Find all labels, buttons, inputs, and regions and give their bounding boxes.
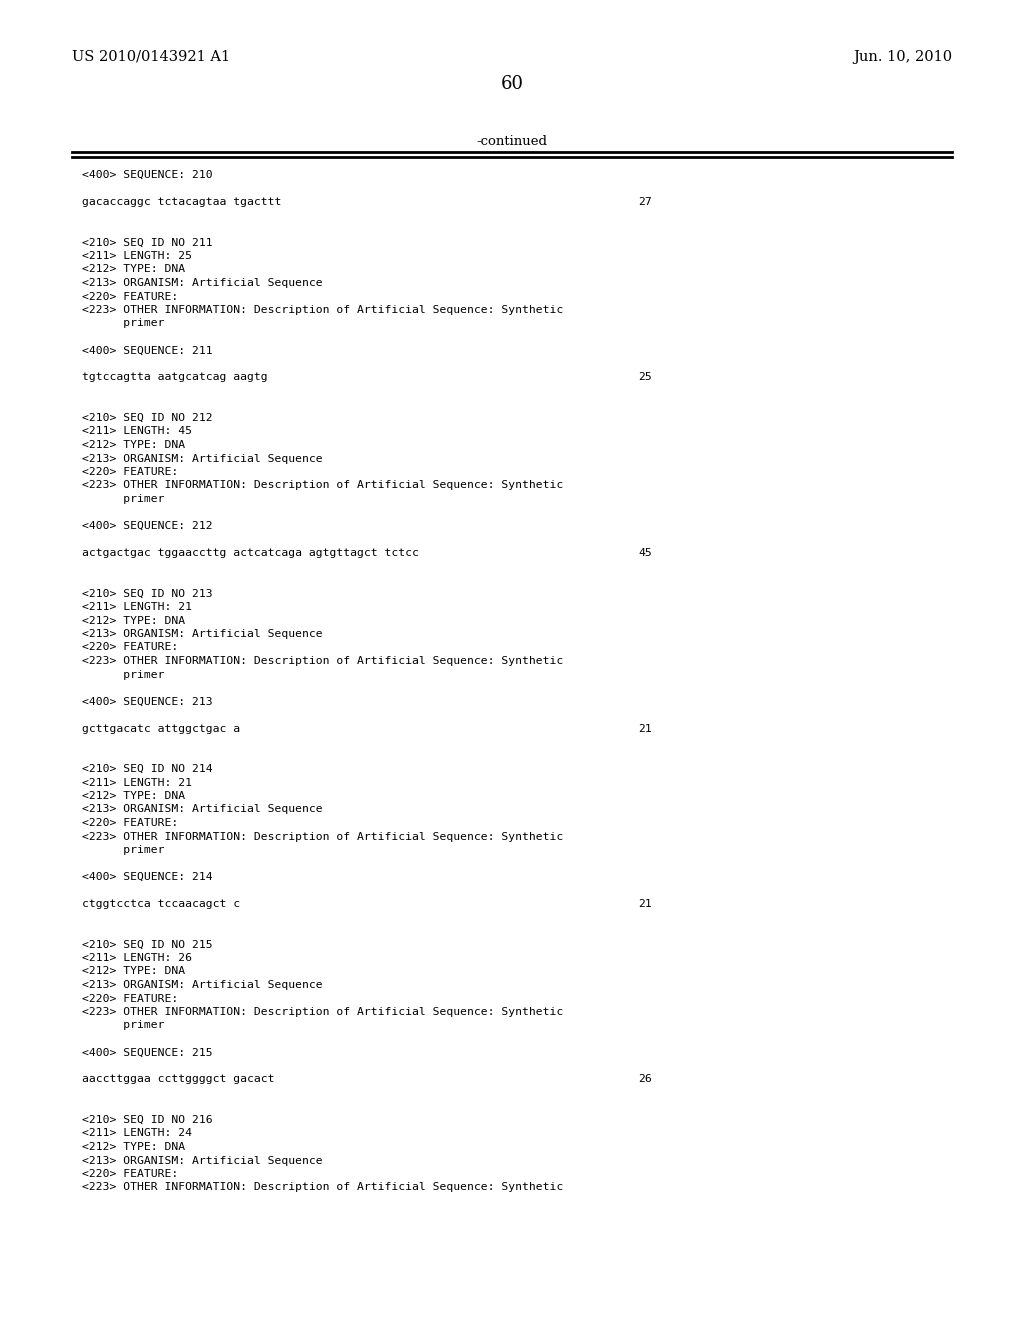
Text: <400> SEQUENCE: 215: <400> SEQUENCE: 215 (82, 1048, 213, 1057)
Text: <211> LENGTH: 45: <211> LENGTH: 45 (82, 426, 193, 437)
Text: <212> TYPE: DNA: <212> TYPE: DNA (82, 615, 185, 626)
Text: 45: 45 (638, 548, 651, 558)
Text: <212> TYPE: DNA: <212> TYPE: DNA (82, 264, 185, 275)
Text: primer: primer (82, 494, 165, 504)
Text: <211> LENGTH: 21: <211> LENGTH: 21 (82, 602, 193, 612)
Text: primer: primer (82, 845, 165, 855)
Text: <223> OTHER INFORMATION: Description of Artificial Sequence: Synthetic: <223> OTHER INFORMATION: Description of … (82, 480, 563, 491)
Text: <213> ORGANISM: Artificial Sequence: <213> ORGANISM: Artificial Sequence (82, 454, 323, 463)
Text: <213> ORGANISM: Artificial Sequence: <213> ORGANISM: Artificial Sequence (82, 804, 323, 814)
Text: <211> LENGTH: 25: <211> LENGTH: 25 (82, 251, 193, 261)
Text: <210> SEQ ID NO 216: <210> SEQ ID NO 216 (82, 1115, 213, 1125)
Text: 26: 26 (638, 1074, 651, 1085)
Text: <211> LENGTH: 26: <211> LENGTH: 26 (82, 953, 193, 964)
Text: <220> FEATURE:: <220> FEATURE: (82, 1170, 178, 1179)
Text: US 2010/0143921 A1: US 2010/0143921 A1 (72, 50, 230, 63)
Text: <211> LENGTH: 21: <211> LENGTH: 21 (82, 777, 193, 788)
Text: 27: 27 (638, 197, 651, 207)
Text: <400> SEQUENCE: 210: <400> SEQUENCE: 210 (82, 170, 213, 180)
Text: <220> FEATURE:: <220> FEATURE: (82, 643, 178, 652)
Text: ctggtcctca tccaacagct c: ctggtcctca tccaacagct c (82, 899, 240, 909)
Text: <223> OTHER INFORMATION: Description of Artificial Sequence: Synthetic: <223> OTHER INFORMATION: Description of … (82, 1007, 563, 1016)
Text: <223> OTHER INFORMATION: Description of Artificial Sequence: Synthetic: <223> OTHER INFORMATION: Description of … (82, 656, 563, 667)
Text: 60: 60 (501, 75, 523, 92)
Text: <400> SEQUENCE: 211: <400> SEQUENCE: 211 (82, 346, 213, 355)
Text: <210> SEQ ID NO 211: <210> SEQ ID NO 211 (82, 238, 213, 248)
Text: <220> FEATURE:: <220> FEATURE: (82, 818, 178, 828)
Text: primer: primer (82, 1020, 165, 1031)
Text: <211> LENGTH: 24: <211> LENGTH: 24 (82, 1129, 193, 1138)
Text: <220> FEATURE:: <220> FEATURE: (82, 467, 178, 477)
Text: <210> SEQ ID NO 213: <210> SEQ ID NO 213 (82, 589, 213, 598)
Text: primer: primer (82, 318, 165, 329)
Text: <220> FEATURE:: <220> FEATURE: (82, 292, 178, 301)
Text: 25: 25 (638, 372, 651, 383)
Text: <213> ORGANISM: Artificial Sequence: <213> ORGANISM: Artificial Sequence (82, 279, 323, 288)
Text: <213> ORGANISM: Artificial Sequence: <213> ORGANISM: Artificial Sequence (82, 979, 323, 990)
Text: <223> OTHER INFORMATION: Description of Artificial Sequence: Synthetic: <223> OTHER INFORMATION: Description of … (82, 1183, 563, 1192)
Text: <212> TYPE: DNA: <212> TYPE: DNA (82, 1142, 185, 1152)
Text: 21: 21 (638, 723, 651, 734)
Text: <210> SEQ ID NO 215: <210> SEQ ID NO 215 (82, 940, 213, 949)
Text: actgactgac tggaaccttg actcatcaga agtgttagct tctcc: actgactgac tggaaccttg actcatcaga agtgtta… (82, 548, 419, 558)
Text: gcttgacatc attggctgac a: gcttgacatc attggctgac a (82, 723, 240, 734)
Text: <212> TYPE: DNA: <212> TYPE: DNA (82, 966, 185, 977)
Text: <223> OTHER INFORMATION: Description of Artificial Sequence: Synthetic: <223> OTHER INFORMATION: Description of … (82, 305, 563, 315)
Text: <212> TYPE: DNA: <212> TYPE: DNA (82, 440, 185, 450)
Text: tgtccagtta aatgcatcag aagtg: tgtccagtta aatgcatcag aagtg (82, 372, 267, 383)
Text: Jun. 10, 2010: Jun. 10, 2010 (853, 50, 952, 63)
Text: 21: 21 (638, 899, 651, 909)
Text: <220> FEATURE:: <220> FEATURE: (82, 994, 178, 1003)
Text: gacaccaggc tctacagtaa tgacttt: gacaccaggc tctacagtaa tgacttt (82, 197, 282, 207)
Text: -continued: -continued (476, 135, 548, 148)
Text: <212> TYPE: DNA: <212> TYPE: DNA (82, 791, 185, 801)
Text: <400> SEQUENCE: 212: <400> SEQUENCE: 212 (82, 521, 213, 531)
Text: <223> OTHER INFORMATION: Description of Artificial Sequence: Synthetic: <223> OTHER INFORMATION: Description of … (82, 832, 563, 842)
Text: <210> SEQ ID NO 214: <210> SEQ ID NO 214 (82, 764, 213, 774)
Text: <210> SEQ ID NO 212: <210> SEQ ID NO 212 (82, 413, 213, 422)
Text: <400> SEQUENCE: 213: <400> SEQUENCE: 213 (82, 697, 213, 706)
Text: <400> SEQUENCE: 214: <400> SEQUENCE: 214 (82, 873, 213, 882)
Text: <213> ORGANISM: Artificial Sequence: <213> ORGANISM: Artificial Sequence (82, 630, 323, 639)
Text: primer: primer (82, 669, 165, 680)
Text: aaccttggaa ccttggggct gacact: aaccttggaa ccttggggct gacact (82, 1074, 274, 1085)
Text: <213> ORGANISM: Artificial Sequence: <213> ORGANISM: Artificial Sequence (82, 1155, 323, 1166)
